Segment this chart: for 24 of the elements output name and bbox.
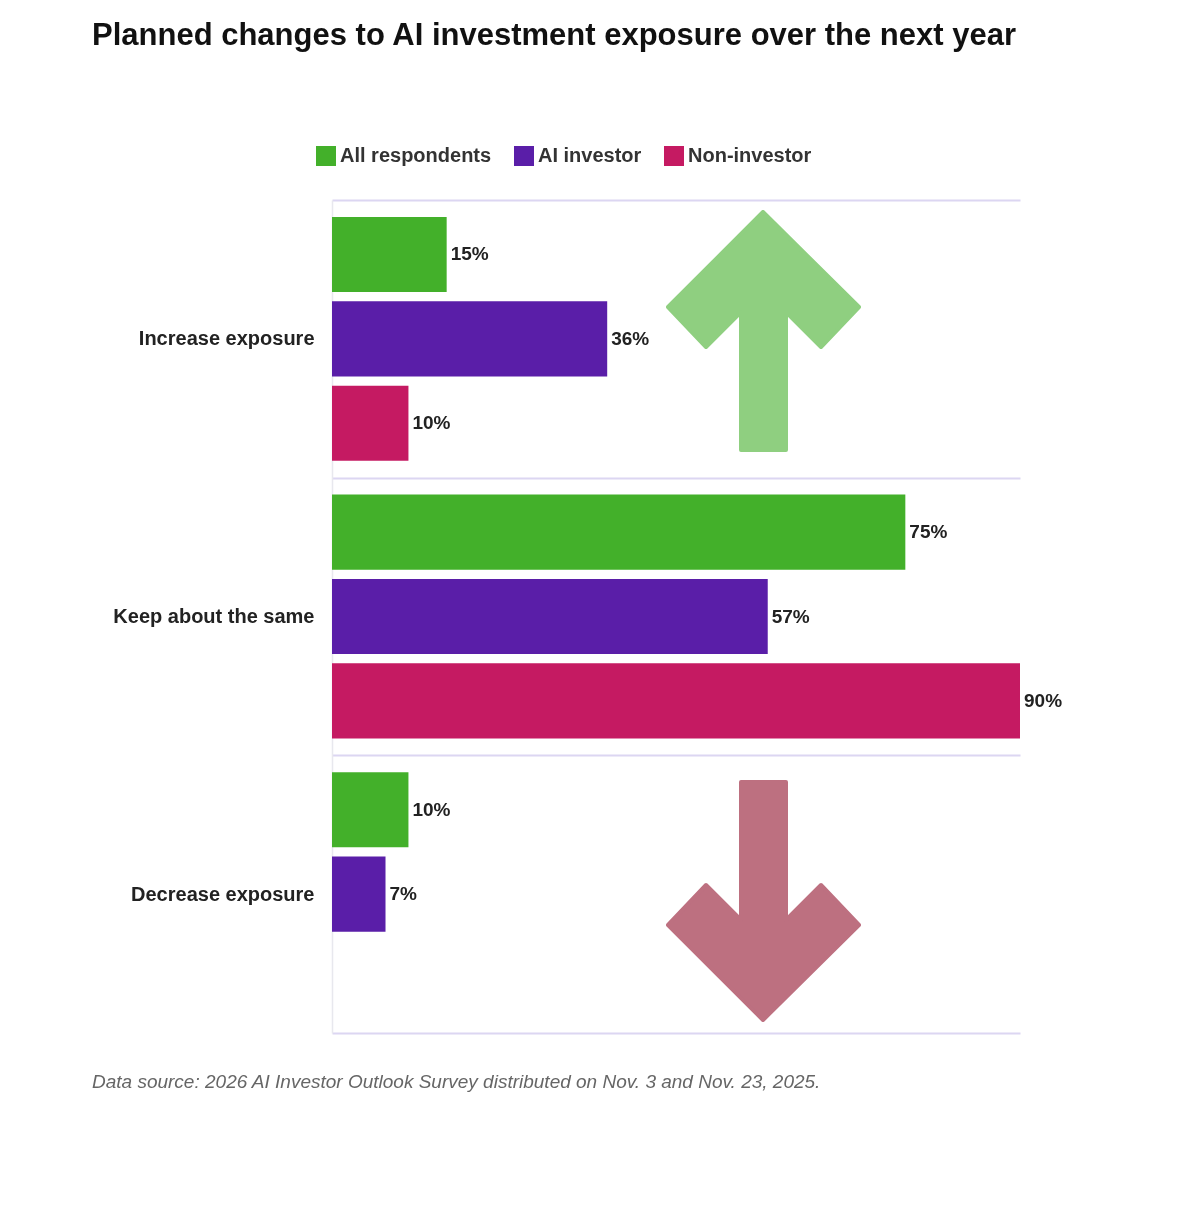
bar [332, 216, 447, 292]
legend-label: Non-investor [688, 144, 812, 166]
data-label: 10% [412, 412, 451, 434]
bar [332, 385, 409, 461]
legend-label: AI investor [538, 144, 642, 166]
bar [332, 301, 608, 377]
bar [332, 663, 1020, 739]
chart-title: Planned changes to AI investment exposure over the next year [92, 17, 1016, 52]
data-label: 36% [611, 327, 650, 349]
bar [332, 494, 906, 570]
data-label: 7% [389, 883, 418, 905]
bar [332, 772, 409, 848]
y-tick-label: Keep about the same [113, 605, 315, 627]
y-tick-label: Decrease exposure [131, 882, 315, 905]
y-tick-label: Increase exposure [138, 327, 315, 350]
legend-label: All respondents [340, 144, 492, 166]
data-label: 75% [909, 521, 948, 543]
bar [332, 578, 768, 655]
data-label: 90% [1024, 689, 1063, 711]
source-note: Data source: 2026 AI Investor Outlook Survey distributed on Nov. 3 and Nov. 23, 2025. [92, 1070, 822, 1094]
bar [332, 856, 386, 932]
data-label: 57% [771, 605, 810, 627]
data-label: 10% [412, 798, 451, 820]
data-label: 15% [450, 243, 489, 265]
